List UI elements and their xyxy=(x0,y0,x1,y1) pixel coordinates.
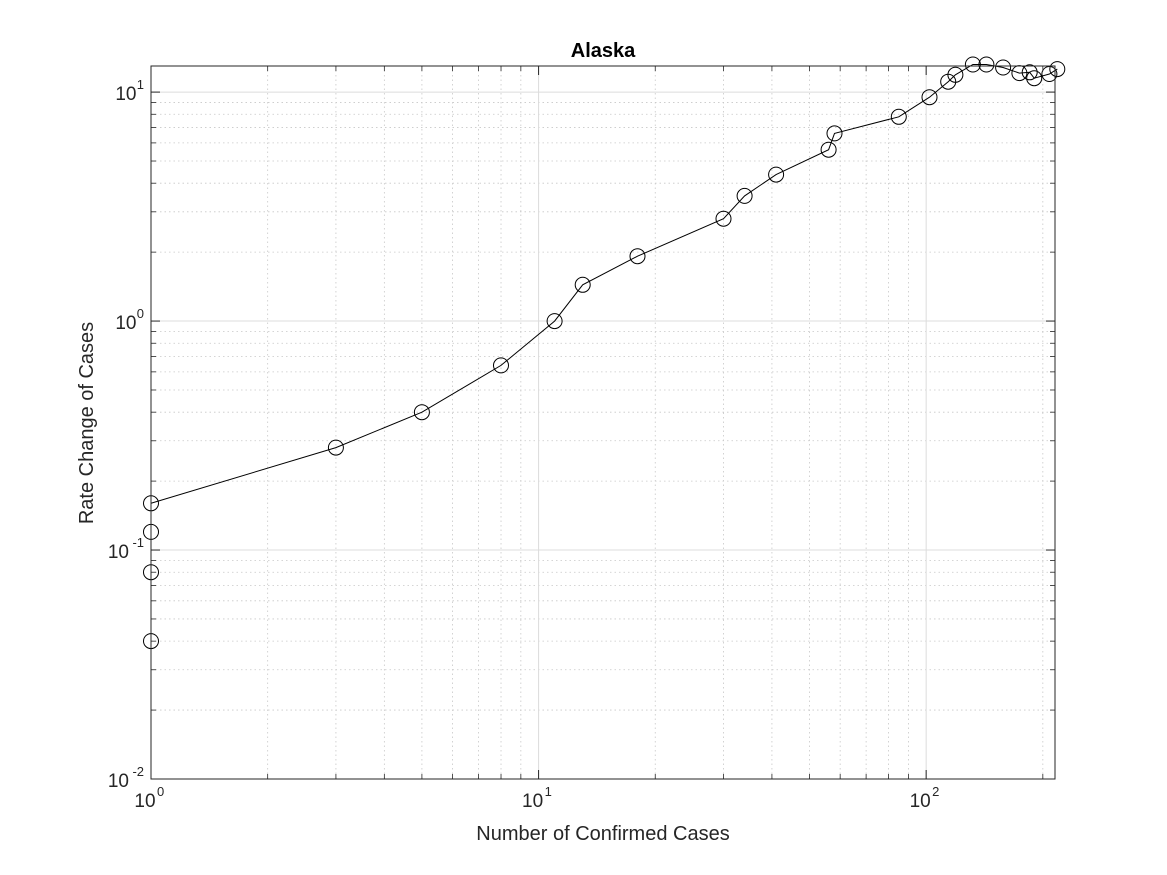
tick-marks xyxy=(150,66,1055,780)
y-tick-label: 110 xyxy=(115,77,144,105)
data-point xyxy=(964,56,981,73)
x-tick-exponent: 0 xyxy=(157,784,164,799)
data-point xyxy=(715,210,732,227)
y-tick-exponent: 1 xyxy=(137,77,144,92)
x-tick-base: 10 xyxy=(134,791,155,812)
data-point xyxy=(413,404,430,421)
y-tick-base: 10 xyxy=(115,84,136,105)
data-point xyxy=(327,439,344,456)
x-tick-labels: 10 0 10 1 10 2 xyxy=(134,784,939,812)
data-point xyxy=(890,108,907,125)
x-tick-exponent: 2 xyxy=(932,784,939,799)
y-tick-label: -110 xyxy=(108,535,144,563)
data-point xyxy=(1021,64,1038,81)
y-tick-label: -210 xyxy=(108,764,144,792)
x-tick-label: 10 1 xyxy=(522,784,552,812)
data-point xyxy=(1026,70,1043,87)
x-tick-label: 10 2 xyxy=(910,784,940,812)
y-tick-base: 10 xyxy=(108,542,129,563)
x-axis-label: Number of Confirmed Cases xyxy=(476,823,729,845)
y-tick-label: 010 xyxy=(115,306,144,334)
data-point xyxy=(1049,61,1066,78)
plot-area xyxy=(151,66,1055,779)
series-line xyxy=(150,64,1058,642)
data-point xyxy=(978,56,995,73)
data-point xyxy=(921,89,938,106)
data-point xyxy=(947,66,964,83)
data-point xyxy=(629,248,646,265)
y-tick-base: 10 xyxy=(115,313,136,334)
data-point xyxy=(768,166,785,183)
chart-title: Alaska xyxy=(571,40,636,62)
x-tick-label: 10 0 xyxy=(134,784,164,812)
data-point xyxy=(736,187,753,204)
data-point xyxy=(995,59,1012,76)
y-tick-base: 10 xyxy=(108,771,129,792)
data-point xyxy=(493,357,509,374)
y-tick-exponent: 0 xyxy=(137,306,144,321)
minor-grid xyxy=(151,66,1055,779)
x-tick-base: 10 xyxy=(522,791,543,812)
axes-box xyxy=(150,65,1056,780)
data-point xyxy=(574,276,591,293)
data-point xyxy=(820,141,837,158)
y-tick-exponent: -1 xyxy=(132,535,144,550)
data-point xyxy=(826,125,843,142)
data-point xyxy=(546,313,563,330)
y-tick-exponent: -2 xyxy=(132,764,144,779)
x-tick-exponent: 1 xyxy=(545,784,552,799)
x-tick-base: 10 xyxy=(910,791,931,812)
y-axis-label: Rate Change of Cases xyxy=(76,322,98,524)
